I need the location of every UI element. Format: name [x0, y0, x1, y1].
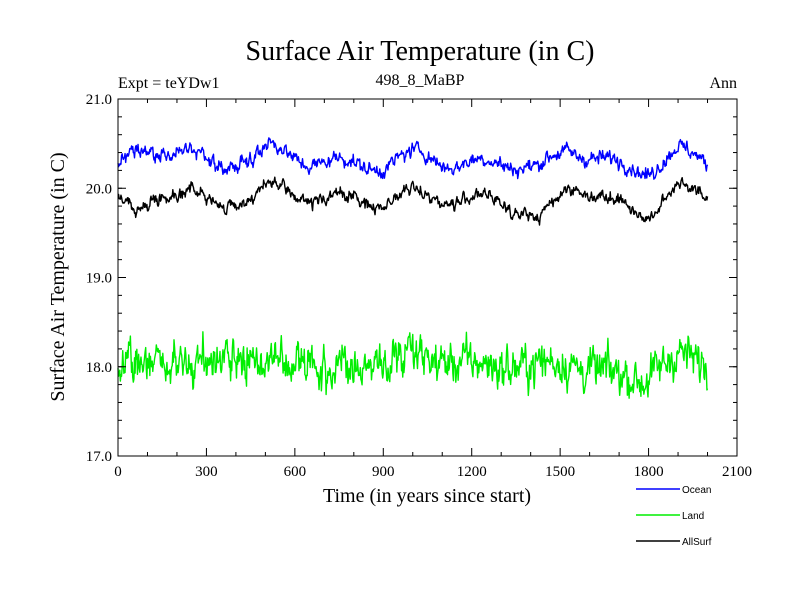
legend-label-land: Land — [682, 511, 704, 522]
plot-area — [117, 137, 709, 399]
plot-frame — [117, 98, 738, 457]
y-axis-label: Surface Air Temperature (in C) — [47, 152, 69, 401]
series-line-ocean — [117, 137, 709, 180]
x-tick-label: 900 — [372, 464, 395, 480]
legend: Ocean Land AllSurf — [636, 485, 712, 548]
y-tick-label: 17.0 — [86, 449, 112, 465]
experiment-label: Expt = teYDw1 — [118, 75, 219, 92]
x-tick-label: 1500 — [545, 464, 575, 480]
legend-label-ocean: Ocean — [682, 485, 711, 496]
y-tick-label: 21.0 — [86, 92, 112, 108]
chart-title: Surface Air Temperature (in C) — [246, 36, 595, 67]
x-axis-label: Time (in years since start) — [323, 485, 531, 507]
x-tick-label: 1200 — [457, 464, 487, 480]
season-label: Ann — [709, 75, 737, 92]
y-tick-label: 18.0 — [86, 360, 112, 376]
x-axis: 0 300 600 900 1200 1500 1800 2100 — [114, 99, 752, 480]
y-tick-label: 19.0 — [86, 271, 112, 287]
age-label: 498_8_MaBP — [376, 72, 465, 89]
x-tick-label: 1800 — [634, 464, 664, 480]
x-tick-label: 300 — [195, 464, 218, 480]
x-tick-label: 600 — [284, 464, 307, 480]
y-tick-label: 20.0 — [86, 181, 112, 197]
legend-label-allsurf: AllSurf — [682, 537, 712, 548]
series-line-allsurf — [117, 176, 709, 226]
y-axis: 17.0 18.0 19.0 20.0 21.0 — [86, 92, 737, 465]
x-tick-label: 0 — [114, 464, 122, 480]
series-line-land — [117, 331, 709, 399]
x-tick-label: 2100 — [722, 464, 752, 480]
